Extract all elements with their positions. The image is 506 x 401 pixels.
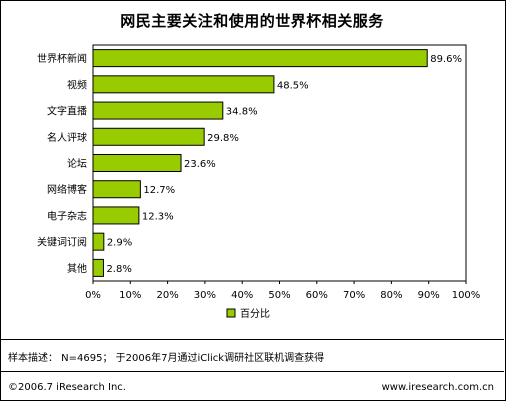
data-label: 48.5% [277,80,309,91]
x-tick-label: 90% [418,290,440,301]
category-label: 网络博客 [47,183,87,196]
divider [0,339,504,340]
bar [92,154,182,172]
category-label: 电子杂志 [47,209,87,222]
chart-title: 网民主要关注和使用的世界杯相关服务 [120,12,384,30]
bar [92,232,105,251]
x-tick-label: 10% [119,290,141,301]
category-label: 论坛 [67,157,87,170]
x-tick-label: 20% [156,290,178,301]
bar [92,180,141,199]
data-label: 12.3% [142,211,174,222]
data-label: 12.7% [143,185,175,196]
bar [92,101,224,120]
category-label: 名人评球 [47,131,87,144]
category-label: 关键词订阅 [37,236,87,249]
x-tick-label: 70% [343,290,365,301]
x-tick-label: 60% [306,290,328,301]
data-label: 34.8% [226,107,258,118]
bar [92,258,104,277]
x-tick-label: 80% [380,290,402,301]
bar-chart: 世界杯新闻 89.6% 视频 48.5% 文字直播 34.8% 名人评球 29.8% 论坛 23.… [37,44,481,320]
legend-swatch [226,308,236,318]
category-label: 视频 [67,78,87,91]
sample-note: 样本描述： N=4695； 于2006年7月通过iClick调研社区联机调查获得 [8,353,325,364]
category-label: 世界杯新闻 [37,52,87,65]
divider [0,371,504,372]
x-tick-label: 50% [268,290,290,301]
bar [92,49,428,68]
data-label: 2.9% [107,238,132,249]
data-label: 2.8% [106,264,131,275]
x-tick-label: 40% [231,290,253,301]
legend-label: 百分比 [240,308,270,320]
website-link[interactable]: www.iresearch.com.cn [381,382,494,393]
bar [92,127,205,146]
copyright: ©2006.7 iResearch Inc. [8,382,126,393]
data-label: 29.8% [207,133,239,144]
x-tick-label: 100% [452,290,481,301]
data-label: 89.6% [430,54,462,65]
data-label: 23.6% [184,159,216,170]
category-label: 其他 [67,262,87,275]
bar [92,206,140,225]
x-tick-label: 0% [85,290,101,301]
category-label: 文字直播 [47,105,87,118]
x-tick-label: 30% [194,290,216,301]
bar [92,75,275,94]
